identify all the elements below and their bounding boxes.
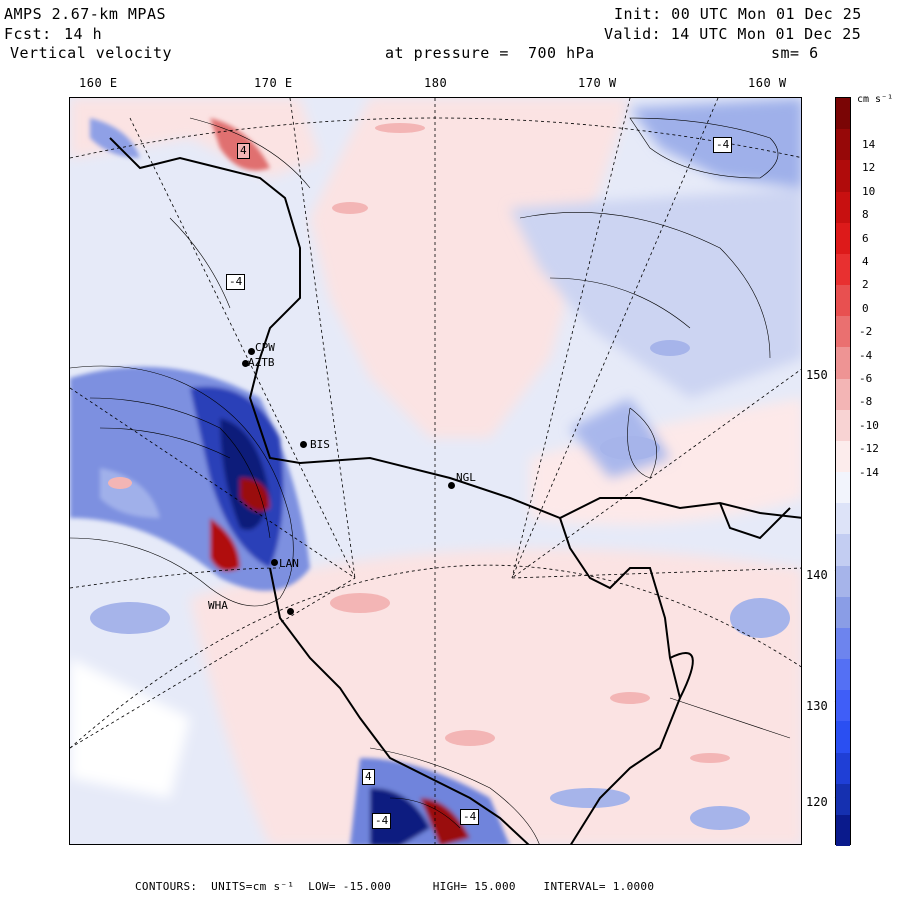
positive-field xyxy=(70,98,801,844)
station-wha: WHA xyxy=(208,599,228,612)
colorbar-segment xyxy=(836,440,850,473)
station-dot-cpw xyxy=(248,348,255,355)
lat-label-140w: 140 W xyxy=(805,568,844,582)
colorbar-segment xyxy=(836,347,850,379)
footer-low: LOW= -15.000 xyxy=(308,880,392,893)
colorbar-segment xyxy=(836,160,850,192)
colorbar-segment xyxy=(836,503,850,535)
station-dot-wha xyxy=(287,608,294,615)
station-cpw: CPW xyxy=(255,341,275,354)
map-panel: CPW AZTB BIS NGL LAN WHA -4 -4 4 -4 4 -4 xyxy=(69,97,802,845)
colorbar-segment xyxy=(836,565,850,598)
contours xyxy=(70,117,791,844)
footer: CONTOURS: UNITS=cm s⁻¹ LOW= -15.000 HIGH… xyxy=(135,880,654,893)
colorbar xyxy=(835,97,851,847)
colorbar-segment xyxy=(836,659,850,691)
footer-contours: CONTOURS: xyxy=(135,880,198,893)
lat-label-120w: 120 W xyxy=(805,795,844,809)
station-ngl: NGL xyxy=(456,471,476,484)
lat-label-150w: 150 W xyxy=(805,368,844,382)
colorbar-tick-label: 2 xyxy=(862,278,869,292)
colorbar-tick-label: 4 xyxy=(862,255,869,268)
lon-label-160w: 160 W xyxy=(748,76,787,90)
station-dot-aztb xyxy=(242,360,249,367)
forecast-label: Fcst: xyxy=(4,25,52,43)
colorbar-units: cm s⁻¹ xyxy=(857,94,894,105)
colorbar-segment xyxy=(836,129,850,161)
colorbar-segment xyxy=(836,316,850,348)
colorbar-segment xyxy=(836,627,850,660)
station-dot-lan xyxy=(271,559,278,566)
colorbar-segment xyxy=(836,814,850,847)
footer-interval: INTERVAL= 1.0000 xyxy=(543,880,655,893)
colorbar-tick-label: 8 xyxy=(862,208,869,222)
colorbar-segment xyxy=(836,596,850,629)
colorbar-segment xyxy=(836,752,850,785)
lon-label-160e: 160 E xyxy=(79,76,118,90)
colorbar-segment xyxy=(836,472,850,504)
station-dot-bis xyxy=(300,441,307,448)
colorbar-tick-label: -2 xyxy=(859,325,873,339)
colorbar-tick-label: 12 xyxy=(862,161,876,175)
contour-label-box: -4 xyxy=(460,809,480,825)
model-title: AMPS 2.67-km MPAS xyxy=(4,5,167,23)
forecast-hour: 14 h xyxy=(64,25,103,43)
station-lan: LAN xyxy=(279,557,299,570)
colorbar-tick-label: 6 xyxy=(862,231,869,245)
graticule xyxy=(70,98,801,844)
valid-time: Valid: 14 UTC Mon 01 Dec 25 xyxy=(604,25,862,43)
colorbar-segment xyxy=(836,721,850,753)
colorbar-segment xyxy=(836,783,850,816)
field-name: Vertical velocity xyxy=(10,44,173,62)
colorbar-tick-label: -12 xyxy=(859,442,879,456)
colorbar-segment xyxy=(836,378,850,411)
colorbar-tick-label: -14 xyxy=(859,465,879,479)
colorbar-segment xyxy=(836,253,850,286)
colorbar-segment xyxy=(836,534,850,566)
colorbar-tick-label: 14 xyxy=(862,138,876,151)
colorbar-tick-label: -6 xyxy=(859,372,873,385)
colorbar-tick-label: 10 xyxy=(862,184,876,198)
map-svg xyxy=(70,98,801,844)
station-dot-ngl xyxy=(448,482,455,489)
station-aztb: AZTB xyxy=(248,356,275,369)
colorbar-tick-label: -4 xyxy=(859,348,873,362)
lon-label-180: 180 xyxy=(424,76,448,90)
colorbar-segment xyxy=(836,98,850,130)
speckle-layer xyxy=(108,123,730,763)
contour-label-box: 4 xyxy=(237,143,250,159)
footer-high: HIGH= 15.000 xyxy=(432,880,516,893)
colorbar-tick-label: -8 xyxy=(859,395,873,409)
contour-label-box: -4 xyxy=(372,813,392,829)
speckle-layer-blue xyxy=(90,340,790,830)
station-bis: BIS xyxy=(310,438,330,451)
lat-label-130w: 130 W xyxy=(805,699,844,713)
pressure-level: at pressure = 700 hPa xyxy=(385,44,595,62)
footer-units: UNITS=cm s⁻¹ xyxy=(211,880,295,893)
colorbar-segment xyxy=(836,285,850,317)
colorbar-tick-label: -10 xyxy=(859,418,879,432)
smoothing: sm= 6 xyxy=(771,44,819,62)
colorbar-segment xyxy=(836,222,850,255)
colorbar-segment xyxy=(836,690,850,722)
colorbar-tick-label: 0 xyxy=(862,301,869,315)
contour-label-box: -4 xyxy=(713,137,733,153)
lon-label-170w: 170 W xyxy=(578,76,617,90)
colorbar-segment xyxy=(836,409,850,442)
orographic-field xyxy=(70,118,510,844)
init-time: Init: 00 UTC Mon 01 Dec 25 xyxy=(614,5,862,23)
colorbar-segment xyxy=(836,191,850,224)
contour-label-box: 4 xyxy=(362,769,375,785)
coastline xyxy=(109,137,801,844)
lon-label-170e: 170 E xyxy=(254,76,293,90)
contour-label-box: -4 xyxy=(226,274,246,290)
